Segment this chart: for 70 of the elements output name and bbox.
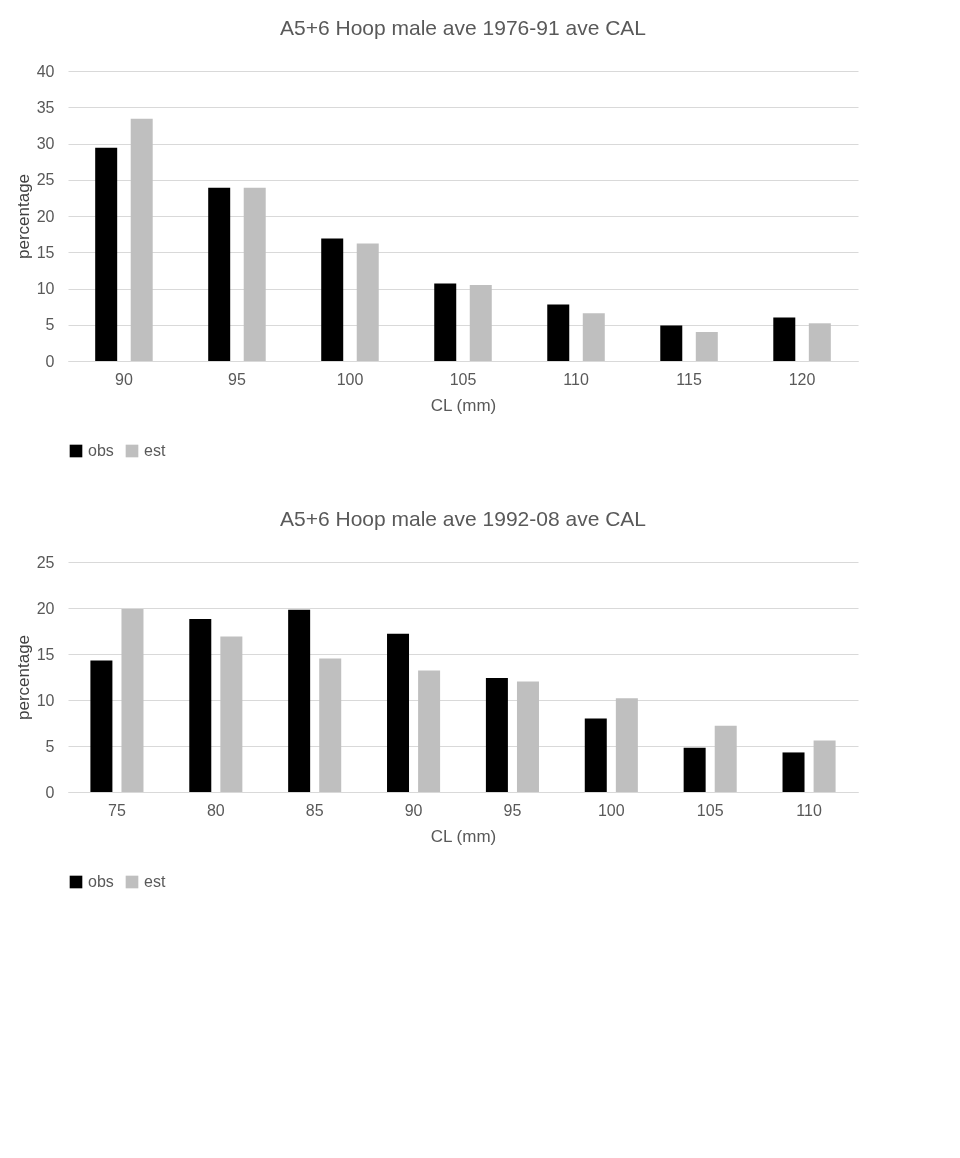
chart-title: A5+6 Hoop male ave 1976-91 ave CAL	[280, 16, 646, 39]
y-tick-label: 5	[45, 737, 55, 755]
bar	[418, 670, 441, 792]
x-tick-label: 120	[788, 370, 816, 388]
x-tick-label: 105	[449, 370, 477, 388]
bar	[243, 187, 266, 361]
x-tick-label: 80	[206, 801, 225, 819]
x-tick-label: 110	[796, 801, 822, 819]
x-tick-label: 90	[404, 801, 423, 819]
y-tick-label: 15	[36, 645, 55, 663]
bar	[189, 619, 212, 792]
bar	[319, 658, 342, 792]
bar	[773, 317, 796, 361]
x-tick-label: 95	[503, 801, 522, 819]
y-axis-title: percentage	[13, 173, 33, 260]
bar	[121, 608, 144, 792]
x-axis-title: CL (mm)	[430, 826, 497, 846]
legend-label: obs	[88, 873, 114, 890]
bar	[356, 243, 379, 361]
bar	[387, 633, 410, 792]
bar	[808, 323, 831, 361]
y-tick-label: 20	[36, 207, 55, 225]
bar	[516, 681, 539, 792]
x-tick-label: 85	[305, 801, 324, 819]
x-tick-label: 115	[676, 370, 702, 388]
x-tick-label: 105	[696, 801, 724, 819]
bar	[208, 187, 231, 361]
chart-title: A5+6 Hoop male ave 1992-08 ave CAL	[280, 507, 646, 530]
legend-label: est	[144, 442, 166, 459]
bar	[220, 636, 243, 792]
x-tick-label: 100	[597, 801, 625, 819]
x-tick-label: 110	[563, 370, 589, 388]
bar	[469, 284, 492, 361]
bar	[130, 118, 153, 361]
bar	[582, 313, 605, 361]
y-tick-label: 10	[36, 280, 55, 297]
bar	[615, 698, 638, 792]
bar	[288, 609, 311, 792]
y-tick-label: 40	[36, 62, 55, 80]
bar	[95, 147, 118, 361]
bar	[782, 752, 805, 792]
bar	[683, 747, 706, 792]
bar	[714, 725, 737, 792]
x-tick-label: 75	[108, 801, 126, 819]
x-tick-label: 90	[115, 370, 133, 388]
bar	[434, 283, 457, 361]
y-tick-label: 0	[45, 352, 55, 370]
x-axis-title: CL (mm)	[430, 395, 497, 415]
y-tick-label: 30	[36, 135, 55, 152]
bar	[660, 325, 683, 361]
y-tick-label: 0	[45, 783, 55, 801]
y-tick-label: 5	[45, 316, 55, 334]
bar	[485, 677, 508, 792]
x-tick-label: 95	[228, 370, 246, 388]
bar	[695, 332, 718, 361]
bar	[321, 238, 344, 361]
y-tick-label: 20	[36, 599, 55, 617]
legend-label: obs	[88, 442, 114, 459]
bar	[584, 718, 607, 792]
y-tick-label: 25	[36, 171, 55, 189]
bar	[90, 660, 113, 792]
legend-label: est	[144, 873, 166, 890]
y-tick-label: 15	[36, 243, 55, 261]
y-tick-label: 35	[36, 98, 55, 116]
y-tick-label: 10	[36, 691, 55, 709]
y-axis-title: percentage	[13, 634, 33, 721]
x-tick-label: 100	[336, 370, 364, 388]
y-tick-label: 25	[36, 553, 55, 571]
bar	[547, 304, 570, 361]
bar	[813, 740, 836, 792]
